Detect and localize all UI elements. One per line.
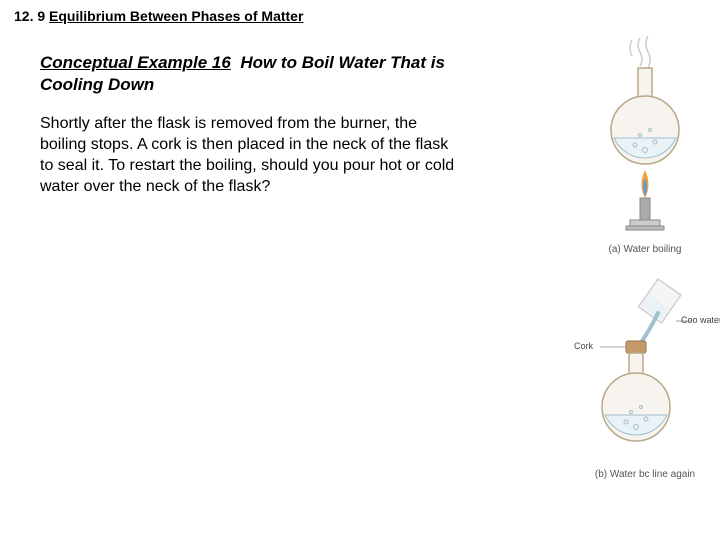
- example-label: Conceptual Example 16: [40, 53, 231, 72]
- flask-cooling-icon: [580, 275, 710, 465]
- figure-a: (a) Water boiling: [590, 30, 700, 255]
- figure-b-caption: (b) Water bc line again: [595, 469, 695, 480]
- example-heading: Conceptual Example 16 How to Boil Water …: [40, 52, 460, 96]
- figure-b: Cork Coo water (b) Water bc line again: [580, 275, 710, 480]
- figure-a-caption: (a) Water boiling: [609, 244, 682, 255]
- section-number: 12. 9: [14, 8, 45, 24]
- cool-water-label: Coo water: [681, 315, 720, 325]
- cork-label: Cork: [574, 341, 593, 351]
- figure-column: (a) Water boiling: [580, 30, 710, 500]
- flask-boiling-icon: [590, 30, 700, 240]
- example-body: Shortly after the flask is removed from …: [40, 114, 460, 197]
- content-area: Conceptual Example 16 How to Boil Water …: [0, 28, 500, 197]
- section-header: 12. 9 Equilibrium Between Phases of Matt…: [0, 0, 720, 28]
- section-title: Equilibrium Between Phases of Matter: [49, 8, 303, 24]
